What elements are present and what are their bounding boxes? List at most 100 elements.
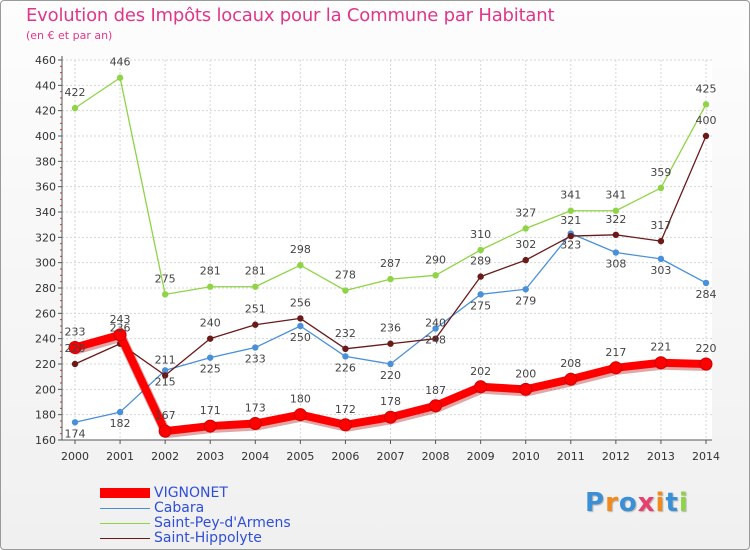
data-label-saint-pey-d-armens-2001: 446 [110,56,131,69]
data-label-saint-hippolyte-2012: 322 [605,213,626,226]
data-label-cabara-2000: 174 [65,427,86,440]
point-vignonet-2002 [158,424,172,438]
data-labels: 422 446 275 281 281 298 278 287 290 310 327 341 341 3… [65,56,717,441]
point-saint-pey-d-armens-2002 [161,291,169,298]
point-saint-hippolyte-2000 [71,360,79,368]
point-cabara-2003 [207,354,214,361]
point-vignonet-2013 [654,356,668,370]
data-label-vignonet-2005: 180 [290,393,311,406]
x-tick-label-2008: 2008 [422,450,450,463]
data-label-saint-pey-d-armens-2004: 281 [245,265,266,278]
data-label-cabara-2002: 215 [155,375,176,388]
point-vignonet-2007 [384,410,397,424]
point-saint-pey-d-armens-2007 [387,275,394,283]
plot-area [62,60,712,440]
x-tick-label-2006: 2006 [331,450,359,463]
y-tick-label-320: 320 [35,231,56,244]
y-tick-label-360: 360 [35,181,56,194]
legend-swatch-saint-pey [100,523,150,524]
data-label-saint-hippolyte-2003: 240 [200,317,221,330]
data-label-saint-hippolyte-2007: 236 [380,322,401,335]
logo-letter-4: i [655,488,666,518]
data-label-saint-hippolyte-2001: 236 [110,322,131,335]
data-label-saint-pey-d-armens-2014: 425 [696,82,717,95]
point-saint-pey-d-armens-2014 [702,101,710,108]
data-label-vignonet-2003: 171 [200,404,221,417]
point-vignonet-2012 [609,361,623,375]
data-label-vignonet-2013: 221 [650,341,671,354]
data-label-cabara-2014: 284 [696,288,717,301]
data-label-saint-hippolyte-2009: 289 [470,255,491,268]
legend-label-saint-hippolyte: Saint-Hippolyte [154,530,262,546]
data-label-saint-hippolyte-2006: 232 [335,327,356,340]
data-label-cabara-2010: 279 [515,294,536,307]
data-label-vignonet-2008: 187 [425,384,446,397]
data-label-cabara-2009: 275 [470,299,491,312]
legend-label-cabara: Cabara [154,500,205,516]
data-label-cabara-2003: 225 [200,363,221,376]
point-saint-pey-d-armens-2010 [522,225,529,232]
legend-label-saint-pey: Saint-Pey-d'Armens [154,515,291,531]
data-label-vignonet-2010: 200 [515,367,536,380]
data-label-saint-pey-d-armens-2013: 359 [650,166,671,179]
point-cabara-2005 [297,322,304,330]
point-vignonet-2014 [699,357,713,371]
point-saint-hippolyte-2004 [252,321,259,328]
data-label-vignonet-2004: 173 [245,402,266,415]
data-label-cabara-2008: 248 [425,334,446,347]
point-vignonet-2001 [113,328,127,342]
x-tick-label-2014: 2014 [692,450,720,463]
data-label-saint-hippolyte-2011: 321 [560,214,581,227]
y-tick-label-160: 160 [35,434,56,447]
point-saint-pey-d-armens-2003 [207,283,214,290]
x-tick-label-2003: 2003 [196,450,224,463]
x-tick-label-2002: 2002 [151,450,179,463]
point-saint-pey-d-armens-2009 [477,246,484,254]
point-saint-hippolyte-2005 [297,315,304,322]
y-tick-label-340: 340 [35,206,56,219]
point-cabara-2002 [161,367,169,374]
data-label-saint-pey-d-armens-2007: 287 [380,257,401,270]
point-saint-pey-d-armens-2000 [71,104,79,112]
x-tick-label-2005: 2005 [286,450,314,463]
chart-subtitle: (en € et par an) [26,29,113,42]
point-cabara-2014 [702,279,710,287]
point-vignonet-2004 [248,417,262,431]
point-cabara-2004 [252,344,259,351]
point-cabara-2009 [477,291,484,298]
data-label-cabara-2013: 303 [650,264,671,277]
data-label-cabara-2001: 182 [110,417,131,430]
logo-letter-5: t [665,488,679,518]
point-cabara-2012 [612,249,620,256]
data-label-vignonet-2001: 243 [110,313,131,326]
point-vignonet-2008 [429,399,443,413]
point-vignonet-2009 [474,380,488,394]
point-vignonet-2010 [519,382,533,396]
point-cabara-2007 [387,360,394,368]
point-vignonet-2011 [564,372,578,386]
point-saint-hippolyte-2010 [522,256,529,264]
x-tick-label-2001: 2001 [106,450,134,463]
data-label-vignonet-2011: 208 [560,357,581,370]
y-tick-label-240: 240 [35,333,56,346]
data-label-saint-pey-d-armens-2008: 290 [425,253,446,266]
data-label-cabara-2006: 226 [335,361,356,374]
data-label-vignonet-2002: 167 [155,409,176,422]
data-label-saint-hippolyte-2005: 256 [290,296,311,309]
y-tick-label-420: 420 [35,105,56,118]
point-saint-pey-d-armens-2008 [432,272,439,279]
y-tick-label-200: 200 [35,383,56,396]
x-tick-label-2013: 2013 [647,450,675,463]
point-saint-hippolyte-2007 [387,340,394,347]
logo-letter-6: i [678,488,689,518]
y-tick-label-220: 220 [35,358,56,371]
data-label-saint-pey-d-armens-2005: 298 [290,243,311,256]
logo-letter-0: P [585,488,606,518]
point-cabara-2006 [342,353,349,360]
point-vignonet-2005 [293,408,307,422]
x-tick-label-2009: 2009 [467,450,495,463]
series [68,74,713,439]
data-label-saint-hippolyte-2002: 211 [155,353,176,366]
data-label-saint-hippolyte-2008: 240 [425,317,446,330]
y-tick-label-400: 400 [35,130,56,143]
